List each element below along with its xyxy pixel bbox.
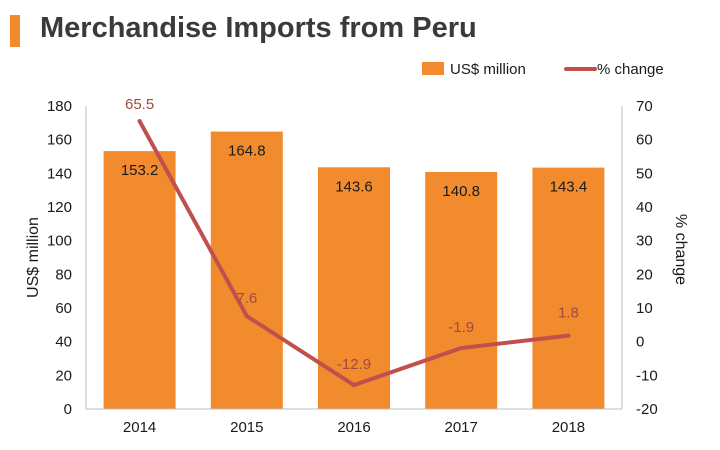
line-point-2015 xyxy=(244,314,249,319)
y-tick-left-120: 120 xyxy=(47,199,72,216)
y-tick-right--20: -20 xyxy=(636,401,658,418)
bar-2018 xyxy=(532,167,605,409)
bar-label-2017: 140.8 xyxy=(442,183,480,200)
y-tick-right-60: 60 xyxy=(636,132,653,149)
legend-label-line: % change xyxy=(597,61,664,78)
line-label-2014: 65.5 xyxy=(125,96,154,113)
x-tick-2016: 2016 xyxy=(337,419,370,436)
line-label-2015: 7.6 xyxy=(236,290,257,307)
bar-label-2014: 153.2 xyxy=(121,162,159,179)
bar-label-2015: 164.8 xyxy=(228,143,266,160)
legend-label-bar: US$ million xyxy=(450,61,526,78)
x-tick-2017: 2017 xyxy=(445,419,478,436)
y-tick-right-50: 50 xyxy=(636,165,653,182)
line-label-2018: 1.8 xyxy=(558,305,579,322)
y-tick-left-140: 140 xyxy=(47,165,72,182)
y-tick-left-180: 180 xyxy=(47,98,72,115)
bar-2014 xyxy=(103,151,176,409)
line-point-2017 xyxy=(459,346,464,351)
y-tick-right-40: 40 xyxy=(636,199,653,216)
x-tick-2018: 2018 xyxy=(552,419,585,436)
chart-title: Merchandise Imports from Peru xyxy=(40,12,477,44)
y-tick-left-40: 40 xyxy=(55,334,72,351)
bar-label-2016: 143.6 xyxy=(335,178,373,195)
line-label-2016: -12.9 xyxy=(337,356,371,373)
x-tick-2014: 2014 xyxy=(123,419,156,436)
bar-label-2018: 143.4 xyxy=(550,179,588,196)
y-tick-right-30: 30 xyxy=(636,233,653,250)
title-accent-bar xyxy=(10,15,20,47)
y-tick-right-20: 20 xyxy=(636,266,653,283)
y-axis-title-right: % change xyxy=(672,214,689,285)
bar-2017 xyxy=(425,171,498,409)
line-label-2017: -1.9 xyxy=(448,319,474,336)
line-point-2014 xyxy=(137,119,142,124)
x-tick-2015: 2015 xyxy=(230,419,263,436)
y-tick-left-80: 80 xyxy=(55,266,72,283)
line-point-2018 xyxy=(566,333,571,338)
y-tick-left-60: 60 xyxy=(55,300,72,317)
y-tick-left-100: 100 xyxy=(47,233,72,250)
y-tick-left-160: 160 xyxy=(47,132,72,149)
y-tick-right--10: -10 xyxy=(636,367,658,384)
y-tick-right-0: 0 xyxy=(636,334,644,351)
y-tick-left-20: 20 xyxy=(55,367,72,384)
line-point-2016 xyxy=(352,383,356,388)
y-axis-title-left: US$ million xyxy=(25,217,42,298)
y-tick-right-10: 10 xyxy=(636,300,653,317)
legend-swatch-bar xyxy=(422,62,444,75)
y-tick-left-0: 0 xyxy=(64,401,72,418)
y-tick-right-70: 70 xyxy=(636,98,653,115)
